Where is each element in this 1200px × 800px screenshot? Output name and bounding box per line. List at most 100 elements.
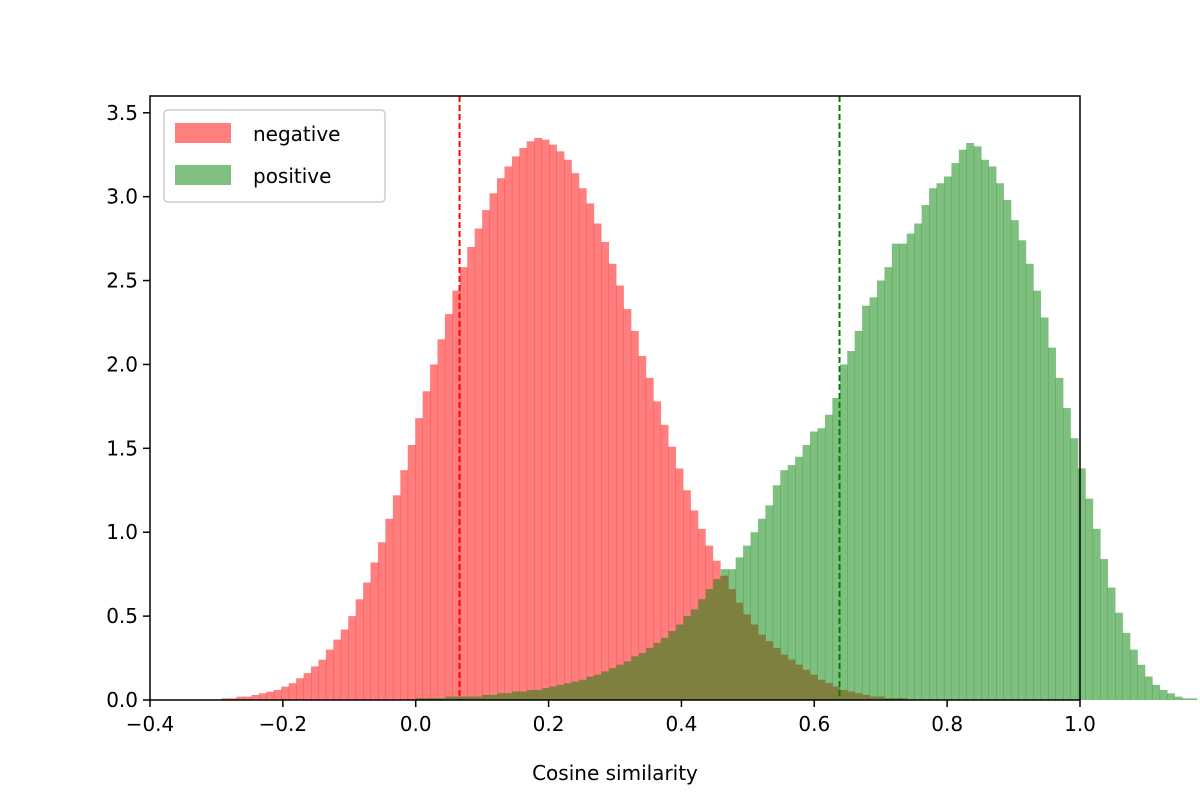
overlap-bar: [765, 641, 774, 700]
negative-bar: [541, 139, 550, 700]
x-tick-label: 0.8: [931, 712, 963, 736]
legend-swatch-negative: [175, 123, 231, 143]
overlap-bar: [839, 689, 848, 700]
positive-bar: [891, 243, 900, 700]
positive-bar: [943, 176, 952, 700]
negative-bar: [333, 639, 342, 700]
negative-bar: [348, 616, 357, 700]
y-tick-label: 3.0: [106, 185, 138, 209]
overlap-bar: [698, 599, 707, 700]
overlap-bar: [438, 698, 446, 700]
negative-bar: [526, 141, 535, 701]
positive-bar: [802, 444, 811, 700]
negative-bar: [675, 468, 684, 700]
overlap-bar: [646, 647, 655, 700]
legend-label-negative: negative: [253, 122, 340, 146]
overlap-bar: [690, 609, 699, 700]
overlap-bar: [862, 694, 870, 700]
positive-bar: [795, 456, 803, 700]
positive-bar: [1077, 468, 1086, 700]
negative-bar: [288, 683, 297, 700]
negative-bar: [630, 330, 639, 700]
overlap-bar: [631, 656, 640, 700]
positive-bar: [996, 183, 1004, 701]
overlap-bar: [757, 634, 766, 700]
overlap-bar: [430, 698, 439, 700]
y-tick-label: 0.0: [106, 688, 138, 712]
overlap-bar: [452, 696, 461, 700]
y-axis-ticks: 0.0 0.5 1.0 1.5 2.0 2.5 3.0 3.5: [106, 101, 150, 712]
overlap-bar: [460, 696, 469, 700]
y-tick-label: 3.5: [106, 101, 138, 125]
y-tick-label: 2.0: [106, 352, 138, 376]
positive-bar: [876, 280, 885, 700]
negative-bar: [549, 144, 557, 700]
positive-bar: [1025, 263, 1034, 700]
positive-bar: [906, 233, 915, 700]
negative-bar: [244, 696, 252, 700]
negative-bar: [296, 678, 304, 700]
negative-bar: [586, 203, 595, 700]
negative-bar: [318, 659, 327, 700]
negative-bar: [556, 151, 565, 700]
overlap-bar: [787, 659, 796, 700]
positive-bar: [839, 364, 848, 700]
negative-bar: [437, 339, 446, 700]
overlap-bar: [527, 689, 536, 700]
overlap-bar: [504, 693, 513, 700]
overlap-bar: [415, 698, 424, 700]
x-tick-label: 1.0: [1064, 712, 1096, 736]
positive-bar: [869, 297, 878, 700]
negative-bar: [236, 696, 245, 700]
overlap-bar: [519, 691, 528, 700]
negative-bar: [392, 495, 401, 700]
positive-bar: [973, 146, 982, 700]
negative-bar: [638, 356, 647, 700]
overlap-bar: [876, 696, 885, 700]
overlap-bar: [728, 589, 737, 700]
overlap-bar: [571, 681, 580, 700]
overlap-bar: [542, 688, 551, 700]
y-tick-label: 1.5: [106, 436, 138, 460]
negative-bar: [370, 562, 379, 700]
positive-bar: [1122, 632, 1131, 700]
negative-bar: [571, 173, 580, 700]
positive-bar: [824, 414, 833, 700]
negative-bar: [459, 267, 468, 700]
negative-bar: [497, 178, 505, 700]
overlap-bar: [534, 689, 543, 700]
positive-bar: [817, 428, 826, 700]
positive-bar: [1033, 290, 1042, 700]
positive-bar: [936, 183, 945, 701]
positive-bar: [750, 532, 759, 700]
positive-bar: [1152, 684, 1161, 700]
negative-bar: [683, 490, 691, 700]
overlap-bar: [423, 698, 431, 700]
overlap-bar: [795, 664, 803, 700]
negative-bar: [258, 693, 267, 700]
negative-bar: [511, 156, 520, 700]
x-tick-label: 0.6: [798, 712, 830, 736]
overlap-bar: [869, 696, 878, 700]
negative-bar: [266, 691, 275, 700]
legend-swatch-positive: [175, 165, 231, 185]
positive-bar: [966, 142, 975, 701]
positive-bar: [854, 330, 863, 700]
positive-bar: [832, 398, 841, 700]
negative-bar: [400, 470, 409, 700]
negative-bar: [444, 314, 453, 700]
negative-bar: [645, 377, 654, 700]
positive-bar: [862, 305, 870, 700]
legend: negative positive: [163, 109, 386, 203]
negative-bar: [251, 694, 260, 700]
negative-bar: [668, 446, 676, 700]
negative-bar: [273, 689, 282, 700]
positive-bar: [1159, 689, 1168, 700]
overlap-bar: [549, 686, 558, 700]
negative-bar: [311, 666, 319, 700]
positive-bar: [951, 163, 960, 701]
negative-bar: [474, 228, 483, 701]
positive-bar: [757, 518, 766, 700]
overlap-bar: [586, 676, 595, 700]
negative-bar: [563, 159, 572, 700]
